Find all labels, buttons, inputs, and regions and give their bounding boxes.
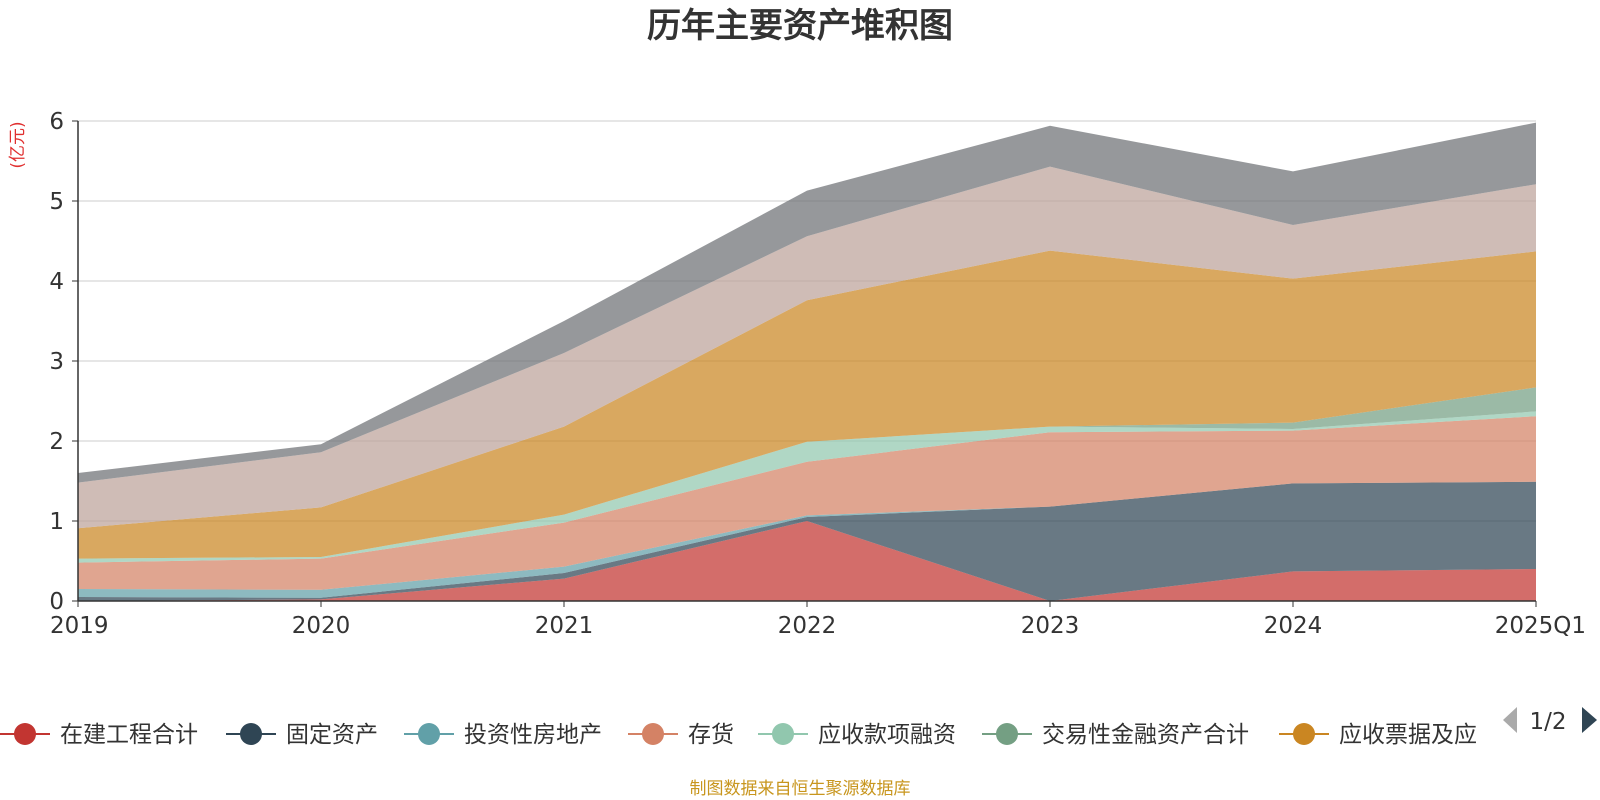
next-page-icon[interactable]: [1582, 707, 1597, 733]
y-tick-label: 4: [49, 269, 64, 295]
x-tick-label: 2025Q1: [1495, 613, 1586, 639]
legend-label: 在建工程合计: [60, 722, 198, 748]
source-note: 制图数据来自恒生聚源数据库: [690, 779, 911, 799]
legend-item[interactable]: 应收款项融资: [758, 722, 956, 748]
legend-pager: 1/2: [1503, 707, 1597, 735]
x-tick-label: 2019: [50, 613, 109, 639]
y-tick-label: 3: [49, 349, 64, 375]
legend-item[interactable]: 固定资产: [226, 722, 378, 748]
legend: 在建工程合计 固定资产 投资性房地产 存货 应收款项融资 交易性金融资产合计 应收票据及应: [0, 722, 1477, 748]
x-tick-label: 2022: [778, 613, 837, 639]
y-tick-labels: 0 1 2 3 4 5 6: [49, 109, 64, 615]
legend-label: 固定资产: [286, 722, 378, 748]
legend-marker-icon: [1293, 723, 1315, 745]
legend-item[interactable]: 投资性房地产: [404, 722, 602, 748]
y-tick-label: 1: [49, 509, 64, 535]
prev-page-icon[interactable]: [1503, 707, 1517, 733]
legend-marker-icon: [240, 723, 262, 745]
legend-item[interactable]: 交易性金融资产合计: [982, 722, 1249, 748]
y-axis-unit-label: (亿元): [8, 121, 28, 168]
legend-label: 交易性金融资产合计: [1042, 722, 1249, 748]
y-tick-label: 6: [49, 109, 64, 135]
x-tick-label: 2023: [1021, 613, 1080, 639]
area-series-9: [78, 122, 1536, 483]
area-series-4: [78, 416, 1536, 590]
x-tick-label: 2021: [535, 613, 594, 639]
area-series-8: [78, 166, 1536, 529]
legend-page-indicator: 1/2: [1529, 709, 1566, 735]
legend-label: 存货: [688, 722, 734, 748]
chart-title: 历年主要资产堆积图: [647, 6, 953, 46]
area-series: [78, 122, 1536, 601]
y-tick-label: 2: [49, 429, 64, 455]
axes: [77, 121, 1537, 607]
legend-marker-icon: [14, 723, 36, 745]
legend-label: 投资性房地产: [464, 722, 602, 748]
x-tick-label: 2020: [292, 613, 351, 639]
legend-marker-icon: [642, 723, 664, 745]
legend-item[interactable]: 存货: [628, 722, 734, 748]
area-series-7: [78, 250, 1536, 559]
area-series-1: [78, 521, 1536, 601]
area-series-2: [78, 481, 1536, 601]
legend-item[interactable]: 在建工程合计: [0, 722, 198, 748]
x-tick-labels: 2019 2020 2021 2022 2023 2024 2025Q1: [50, 613, 1586, 639]
legend-marker-icon: [772, 723, 794, 745]
legend-label: 应收票据及应: [1339, 722, 1477, 748]
legend-marker-icon: [418, 723, 440, 745]
y-tick-label: 5: [49, 189, 64, 215]
legend-item[interactable]: 应收票据及应: [1279, 722, 1477, 748]
y-tick-label: 0: [49, 589, 64, 615]
legend-marker-icon: [996, 723, 1018, 745]
legend-label: 应收款项融资: [818, 722, 956, 748]
x-tick-label: 2024: [1264, 613, 1323, 639]
